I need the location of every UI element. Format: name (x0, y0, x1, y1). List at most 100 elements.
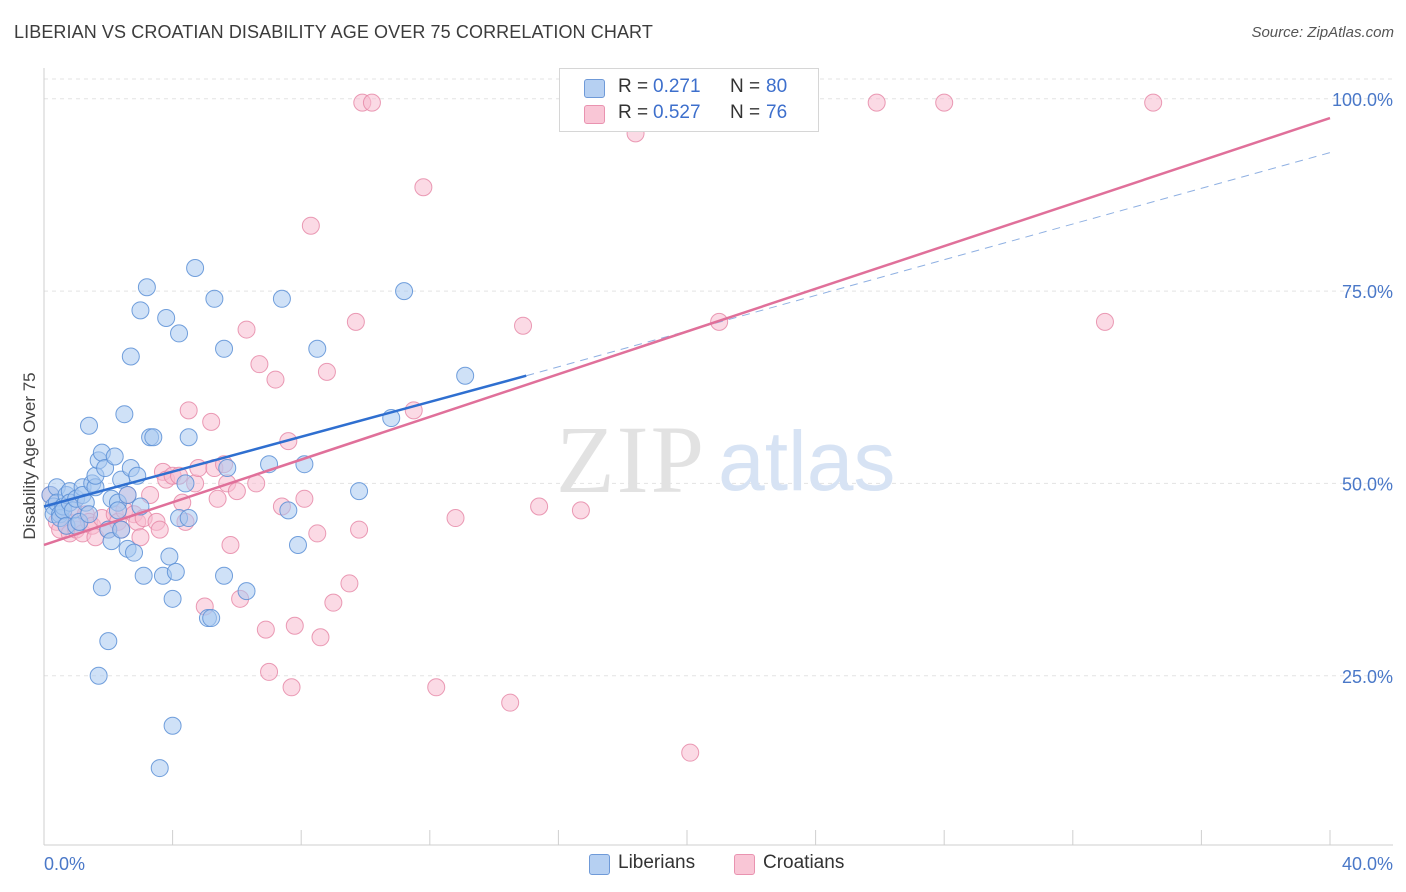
croatian-point (571, 501, 590, 520)
n-value: 80 (766, 76, 788, 97)
croatian-point (867, 93, 886, 112)
croatian-point (340, 574, 359, 593)
liberian-point (456, 366, 475, 385)
liberian-point (308, 339, 327, 358)
liberian-point (157, 309, 176, 328)
legend-label-croatians: Croatians (763, 852, 845, 873)
croatian-point (935, 93, 954, 112)
croatian-point (150, 520, 169, 539)
liberians-legend-swatch (589, 854, 610, 875)
liberian-point (163, 716, 182, 735)
n-label: N = (730, 102, 761, 123)
liberian-point (166, 562, 185, 581)
liberian-point (237, 582, 256, 601)
croatian-point (530, 497, 549, 516)
liberian-point (163, 589, 182, 608)
liberians-swatch (584, 79, 605, 98)
croatian-point (131, 528, 150, 547)
liberian-point (121, 347, 140, 366)
croatian-point (179, 401, 198, 420)
watermark-atlas: atlas (718, 414, 895, 508)
liberian-point (150, 759, 169, 778)
croatians-swatch (584, 105, 605, 124)
croatian-point (266, 370, 285, 389)
liberian-point (115, 405, 134, 424)
liberian-point (108, 501, 127, 520)
liberian-point (134, 566, 153, 585)
y-tick-label-50: 50.0% (1342, 474, 1393, 494)
croatian-point (285, 616, 304, 635)
liberian-point (96, 459, 115, 478)
liberian-point (118, 485, 137, 504)
croatian-point (237, 320, 256, 339)
liberian-point (395, 282, 414, 301)
axes (43, 68, 1393, 846)
croatian-point (362, 93, 381, 112)
liberian-point (176, 474, 195, 493)
watermark-zip: ZIP (556, 406, 706, 513)
croatian-point (311, 628, 330, 647)
liberian-point (102, 532, 121, 551)
liberian-point (89, 666, 108, 685)
croatian-point (514, 316, 533, 335)
croatian-point (282, 678, 301, 697)
n-value: 76 (766, 102, 788, 123)
liberian-point (144, 428, 163, 447)
liberian-point (131, 301, 150, 320)
croatian-point (681, 743, 700, 762)
croatians-trend-line (43, 116, 1331, 547)
liberians-trend-extension (526, 152, 1331, 377)
croatian-point (1144, 93, 1163, 112)
liberian-point (218, 459, 237, 478)
liberian-point (125, 543, 144, 562)
liberian-point (80, 416, 99, 435)
y-axis-title: Disability Age Over 75 (20, 372, 39, 539)
liberian-point (205, 289, 224, 308)
x-tick-label-max: 40.0% (1342, 854, 1393, 874)
croatian-point (501, 693, 520, 712)
liberian-point (179, 509, 198, 528)
croatian-point (317, 362, 336, 381)
liberians-trend-line (43, 374, 527, 508)
croatian-point (427, 678, 446, 697)
r-value: 0.271 (653, 76, 701, 97)
y-tick-label-25: 25.0% (1342, 667, 1393, 687)
y-tick-label-100: 100.0% (1332, 90, 1393, 110)
croatian-point (350, 520, 369, 539)
watermark: ZIP atlas (556, 406, 895, 513)
chart-source: Source: ZipAtlas.com (1251, 24, 1394, 41)
croatian-point (221, 535, 240, 554)
liberian-point (80, 505, 99, 524)
croatian-point (250, 355, 269, 374)
legend-label-liberians: Liberians (618, 852, 696, 873)
liberian-point (99, 632, 118, 651)
chart-title: LIBERIAN VS CROATIAN DISABILITY AGE OVER… (14, 22, 653, 42)
croatian-point (1095, 312, 1114, 331)
croatian-point (141, 485, 160, 504)
croatian-point (446, 509, 465, 528)
r-label: R = (618, 102, 649, 123)
croatian-point (414, 178, 433, 197)
croatian-point (208, 489, 227, 508)
y-tick-labels: 25.0% 50.0% 75.0% 100.0% (1332, 90, 1393, 687)
liberian-point (202, 609, 221, 628)
r-label: R = (618, 76, 649, 97)
liberian-point (160, 547, 179, 566)
x-tick-label-min: 0.0% (44, 854, 85, 874)
croatian-point (260, 662, 279, 681)
liberian-point (215, 566, 234, 585)
croatian-point (227, 482, 246, 501)
liberian-point (215, 339, 234, 358)
liberian-point (179, 428, 198, 447)
croatian-point (256, 620, 275, 639)
croatian-point (202, 412, 221, 431)
trend-lines (43, 116, 1331, 547)
croatian-point (324, 593, 343, 612)
liberian-point (137, 278, 156, 297)
stats-legend: R = 0.271 N = 80 R = 0.527 N = 76 (559, 68, 819, 132)
r-value: 0.527 (653, 102, 701, 123)
liberian-point (112, 520, 131, 539)
liberian-point (350, 482, 369, 501)
croatians-legend-swatch (734, 854, 755, 875)
